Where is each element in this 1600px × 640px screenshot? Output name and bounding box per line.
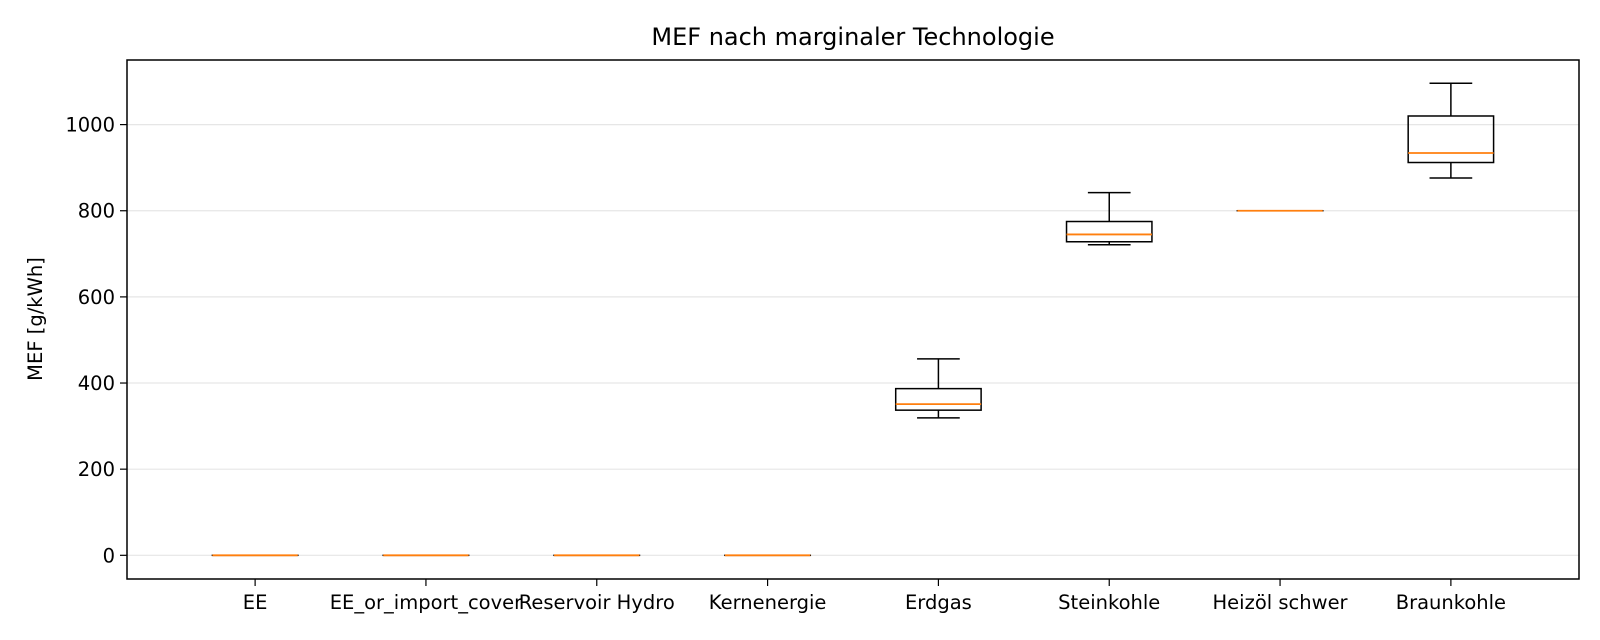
y-axis: 0 200 400 600 800 1000 bbox=[65, 114, 127, 567]
chart-title: MEF nach marginaler Technologie bbox=[651, 23, 1054, 51]
y-tick-label: 200 bbox=[78, 458, 115, 481]
x-tick-label: Reservoir Hydro bbox=[519, 591, 675, 614]
plot-area bbox=[126, 59, 1580, 580]
y-tick-label: 600 bbox=[78, 286, 115, 309]
x-tick-label: Kernenergie bbox=[709, 591, 827, 614]
box bbox=[1065, 220, 1153, 243]
y-axis-label: MEF [g/kWh] bbox=[24, 257, 47, 381]
y-tick-label: 0 bbox=[103, 544, 115, 567]
x-tick-label: EE_or_import_cover bbox=[330, 591, 523, 614]
y-tick-label: 800 bbox=[78, 200, 115, 223]
y-tick-label: 1000 bbox=[65, 114, 115, 137]
y-tick-label: 400 bbox=[78, 372, 115, 395]
x-tick-label: Steinkohle bbox=[1058, 591, 1160, 614]
x-tick-label: Erdgas bbox=[905, 591, 972, 614]
box bbox=[894, 387, 982, 411]
x-tick-label: EE bbox=[243, 591, 268, 614]
grid-lines bbox=[127, 124, 1579, 556]
box bbox=[1407, 115, 1495, 164]
boxes bbox=[211, 82, 1495, 557]
x-tick-label: Heizöl schwer bbox=[1213, 591, 1349, 614]
x-tick-label: Braunkohle bbox=[1396, 591, 1506, 614]
